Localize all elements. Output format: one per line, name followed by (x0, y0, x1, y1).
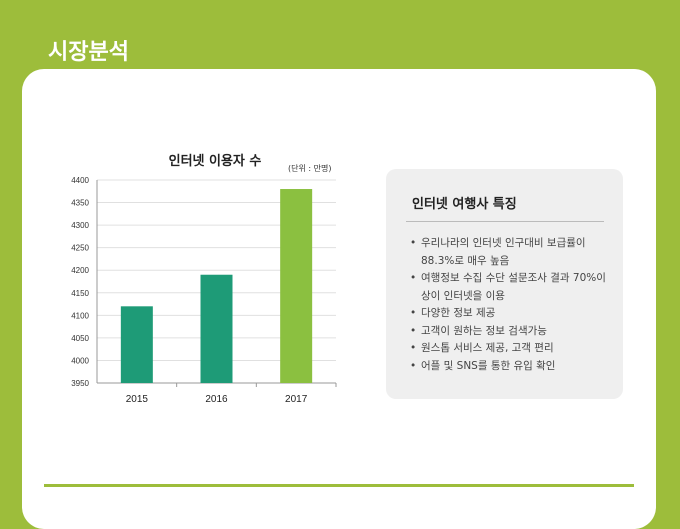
features-title: 인터넷 여행사 특징 (412, 197, 517, 212)
bar-chart: 3950 4000 4050 4100 4150 4200 4250 4300 4350 4400… (71, 176, 337, 405)
x-tick-label: 2016 (205, 394, 228, 405)
list-item: 고객이 원하는 정보 검색가능 (410, 323, 610, 341)
y-tick-label: 4300 (71, 221, 89, 230)
list-item: 다양한 정보 제공 (410, 305, 610, 323)
bar-2015 (120, 306, 153, 383)
y-tick-label: 4250 (71, 244, 89, 253)
y-tick-label: 4000 (71, 356, 89, 365)
bottom-divider (44, 484, 634, 487)
y-tick-label: 4150 (71, 289, 89, 298)
y-tick-label: 4200 (71, 266, 89, 275)
y-tick-label: 4400 (71, 176, 89, 185)
list-item: 여행정보 수집 수단 설문조사 결과 70%이상이 인터넷을 이용 (410, 270, 610, 305)
y-tick-label: 4050 (71, 334, 89, 343)
y-tick-label: 4350 (71, 199, 89, 208)
list-item: 어플 및 SNS를 통한 유입 확인 (410, 358, 610, 376)
page-title: 시장분석 (48, 40, 129, 65)
chart-title: 인터넷 이용자 수 (168, 154, 262, 169)
list-item: 원스톱 서비스 제공, 고객 편리 (410, 340, 610, 358)
bar-2016 (200, 274, 233, 383)
divider (406, 221, 604, 222)
features-panel: 인터넷 여행사 특징 우리나라의 인터넷 인구대비 보급률이 88.3%로 매우… (386, 169, 623, 399)
chart-unit-label: (단위 : 만명) (288, 164, 332, 173)
y-tick-label: 4100 (71, 311, 89, 320)
x-tick-label: 2017 (285, 394, 308, 405)
y-tick-label: 3950 (71, 379, 89, 388)
bar-2017 (280, 189, 313, 383)
x-tick-label: 2015 (126, 394, 149, 405)
features-list: 우리나라의 인터넷 인구대비 보급률이 88.3%로 매우 높음 여행정보 수집… (410, 235, 610, 375)
list-item: 우리나라의 인터넷 인구대비 보급률이 88.3%로 매우 높음 (410, 235, 610, 270)
